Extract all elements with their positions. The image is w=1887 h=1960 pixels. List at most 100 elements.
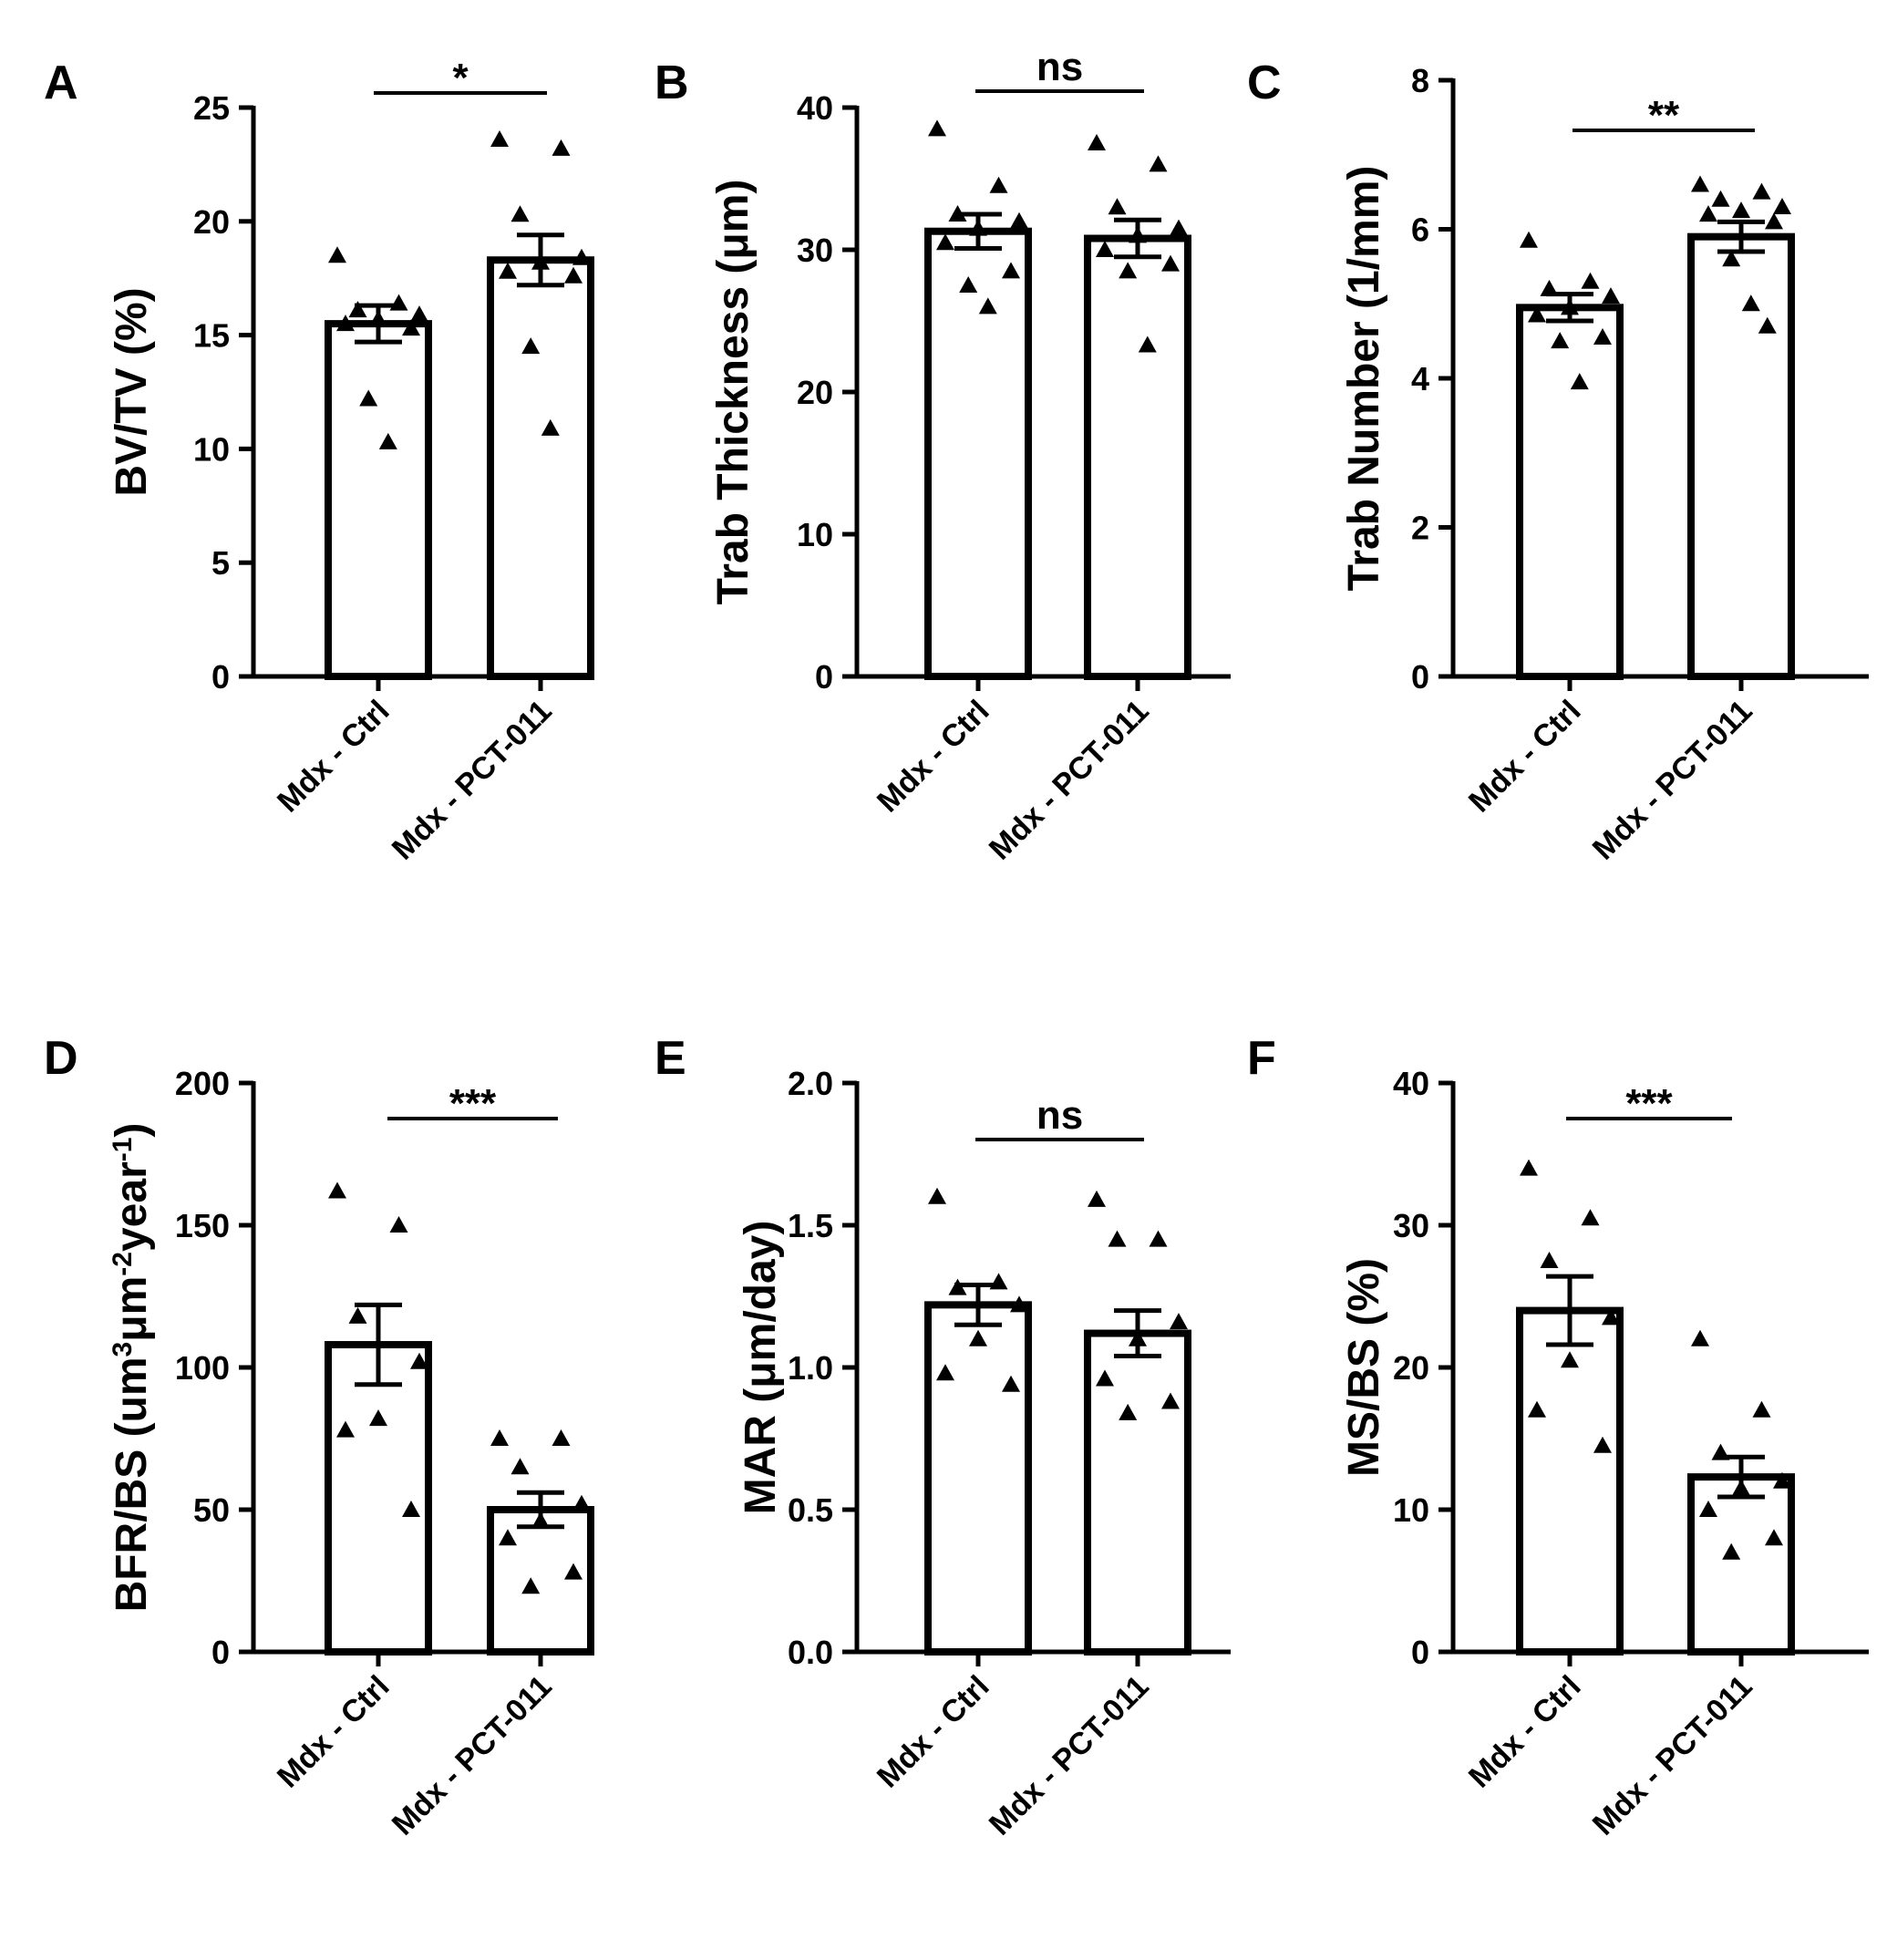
data-point <box>359 389 378 407</box>
y-tick-label: 10 <box>797 516 833 553</box>
superscript: -1 <box>108 1138 138 1162</box>
x-tick-label: Mdx - Ctrl <box>871 1669 996 1795</box>
y-tick-label: 1.0 <box>788 1349 833 1387</box>
data-point <box>1691 1329 1709 1346</box>
data-point <box>1088 1190 1106 1207</box>
significance-label: *** <box>1625 1081 1673 1126</box>
data-point <box>1119 262 1138 279</box>
data-point <box>1161 1392 1180 1409</box>
data-point <box>402 1501 420 1517</box>
x-tick-label: Mdx - PCT-011 <box>386 694 559 867</box>
data-point <box>1002 262 1020 279</box>
data-point <box>378 432 397 449</box>
data-point <box>1540 1252 1559 1268</box>
data-point <box>989 176 1008 193</box>
data-point <box>1561 1351 1579 1368</box>
data-point <box>1010 211 1028 229</box>
data-point <box>1732 1479 1750 1496</box>
x-tick-label: Mdx - Ctrl <box>1462 1669 1588 1795</box>
data-point <box>1170 219 1188 236</box>
y-tick-label: 0 <box>1411 658 1429 696</box>
x-tick-label: Mdx - Ctrl <box>271 694 397 820</box>
data-point <box>348 1306 367 1324</box>
y-tick-label: 25 <box>193 89 230 127</box>
data-point <box>490 129 509 147</box>
x-tick-label: Mdx - Ctrl <box>1462 694 1588 820</box>
data-point <box>1561 298 1579 315</box>
y-tick-label: 2.0 <box>788 1065 833 1102</box>
data-point <box>1593 1436 1612 1453</box>
bar <box>1687 232 1795 680</box>
data-point <box>1129 1329 1147 1346</box>
y-tick-label: 0 <box>211 658 230 696</box>
y-axis-title: BV/TV (%) <box>108 287 156 496</box>
data-point <box>410 1352 428 1369</box>
y-tick-label: 30 <box>797 232 833 269</box>
x-tick-label: Mdx - Ctrl <box>271 1669 397 1795</box>
y-axis-title: Trab Thickness (μm) <box>709 180 758 605</box>
y-tick-label: 50 <box>193 1491 230 1529</box>
data-point <box>564 266 583 284</box>
data-point <box>1765 1529 1783 1546</box>
y-axis-title-part: μm <box>108 1276 156 1342</box>
y-axis-title: BFR/BS (um3μm-2year-1) <box>108 1123 157 1613</box>
y-tick-label: 8 <box>1411 62 1429 99</box>
bar <box>325 320 432 680</box>
data-point <box>1758 316 1777 334</box>
data-point <box>552 139 571 156</box>
data-point <box>1108 198 1127 215</box>
data-point <box>564 1563 583 1580</box>
data-point <box>1551 332 1570 349</box>
data-point <box>1752 1400 1771 1418</box>
data-point <box>1520 1159 1538 1176</box>
data-point <box>1773 1471 1791 1489</box>
data-point <box>969 219 987 236</box>
data-point <box>572 1494 591 1511</box>
data-point <box>510 1458 530 1475</box>
data-point <box>389 294 408 311</box>
data-point <box>1108 1230 1127 1247</box>
y-tick-label: 20 <box>797 374 833 411</box>
y-tick-label: 15 <box>193 317 230 355</box>
data-point <box>521 337 541 355</box>
data-point <box>1161 254 1180 272</box>
data-point <box>1602 287 1620 304</box>
y-tick-label: 40 <box>797 89 833 127</box>
data-point <box>1699 1501 1717 1517</box>
data-point <box>1581 272 1600 289</box>
data-point <box>1138 335 1157 353</box>
y-tick-label: 6 <box>1411 211 1429 249</box>
y-tick-label: 150 <box>175 1207 230 1244</box>
y-tick-label: 20 <box>193 203 230 241</box>
bar <box>1516 304 1624 680</box>
data-point <box>1129 226 1147 243</box>
significance-label: ns <box>1036 45 1083 89</box>
data-point <box>1010 1295 1028 1313</box>
y-axis-title: MAR (μm/day) <box>737 1221 785 1515</box>
y-tick-label: 2 <box>1411 510 1429 547</box>
bar <box>1084 234 1191 680</box>
panel-letter: D <box>44 1032 78 1085</box>
panel-letter: C <box>1247 57 1282 109</box>
data-point <box>1520 231 1538 248</box>
data-point <box>1741 294 1760 312</box>
x-tick-label: Mdx - Ctrl <box>871 694 996 820</box>
y-axis-title: Trab Number (1/mm) <box>1340 166 1388 592</box>
y-tick-label: 20 <box>1393 1349 1429 1387</box>
data-point <box>1722 1542 1741 1560</box>
bar <box>1687 1473 1795 1656</box>
data-point <box>499 1529 517 1546</box>
bar <box>325 1341 432 1656</box>
data-point <box>1149 1230 1168 1247</box>
data-point <box>490 1429 509 1446</box>
y-tick-label: 200 <box>175 1065 230 1102</box>
data-point <box>531 253 550 270</box>
data-point <box>348 301 367 318</box>
data-point <box>978 297 997 315</box>
data-point <box>521 1577 541 1594</box>
